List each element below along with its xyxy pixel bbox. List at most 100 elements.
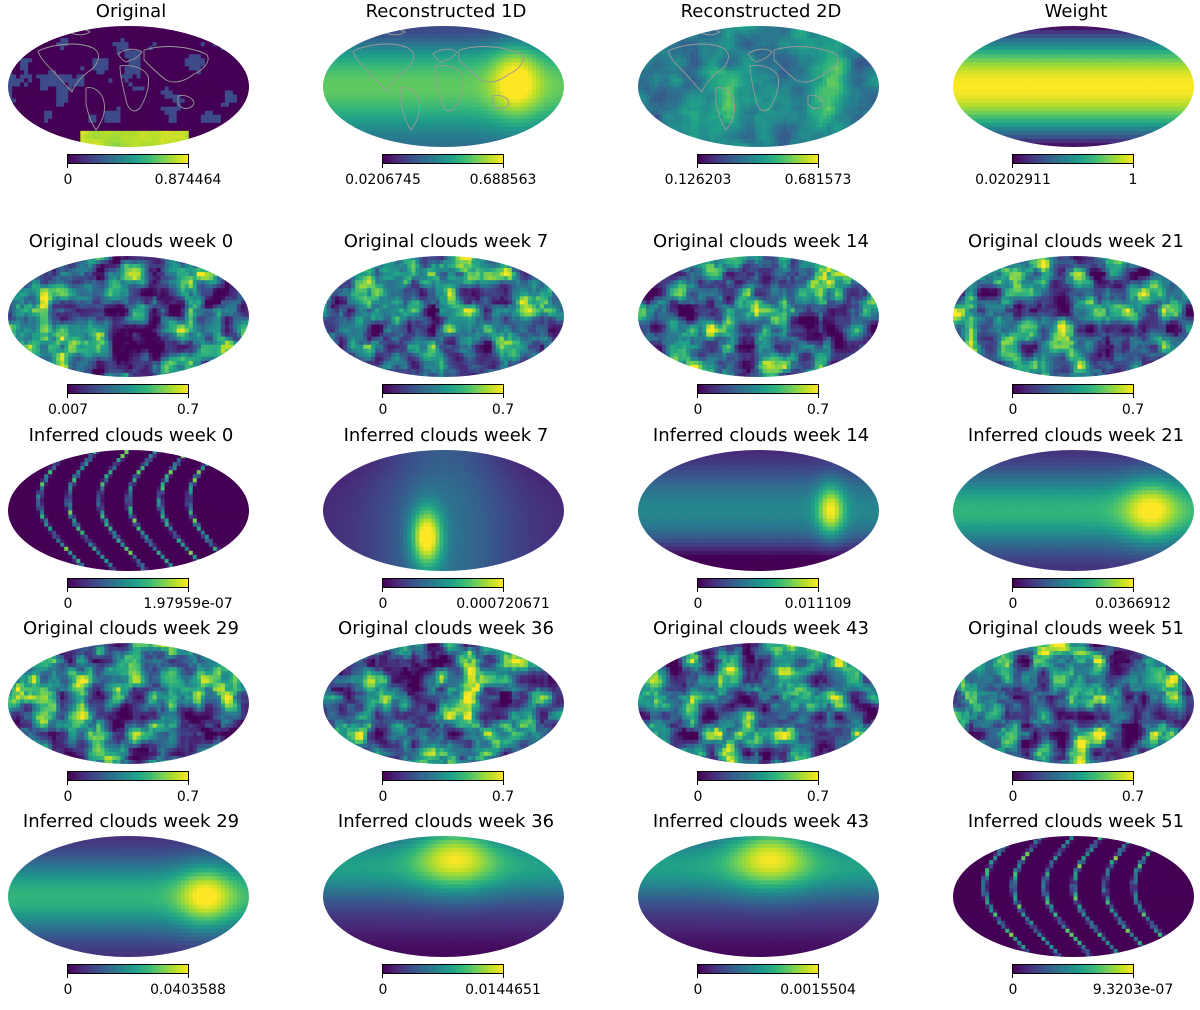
colorbar-tick [697, 164, 698, 168]
map-cells [638, 26, 879, 147]
mollweide-map [953, 256, 1194, 377]
colorbar-tick [818, 164, 819, 168]
mollweide-map [8, 643, 249, 764]
panel-title: Weight [945, 0, 1200, 24]
colorbar-tick [697, 588, 698, 592]
colorbar-tick [188, 781, 189, 785]
panel-title: Inferred clouds week 0 [0, 424, 262, 448]
colorbar-min-label: 0 [379, 401, 388, 419]
colorbar-max-label: 0.011109 [785, 595, 852, 613]
panel-title: Inferred clouds week 21 [945, 424, 1200, 448]
mollweide-map [323, 643, 564, 764]
colorbar-max-label: 0.681573 [785, 171, 852, 189]
colorbar [1012, 964, 1134, 974]
mollweide-map [323, 26, 564, 147]
colorbar-tick [382, 588, 383, 592]
map-cells [8, 26, 249, 147]
colorbar [382, 154, 504, 164]
colorbar-tick [697, 781, 698, 785]
colorbar [697, 771, 819, 781]
colorbar-max-label: 0.7 [177, 401, 199, 419]
panel-title: Original clouds week 21 [945, 230, 1200, 254]
panel-title: Original clouds week 36 [315, 617, 577, 641]
mollweide-map [323, 256, 564, 377]
panel-title: Original clouds week 43 [630, 617, 892, 641]
map-cells [8, 256, 249, 377]
colorbar-min-label: 0 [1009, 788, 1018, 806]
colorbar-min-label: 0 [1009, 401, 1018, 419]
panel-title: Inferred clouds week 36 [315, 810, 577, 834]
map-cells [953, 643, 1194, 764]
colorbar-tick [818, 781, 819, 785]
map-panel: Original clouds week 0 0.007 0.7 [0, 230, 300, 430]
colorbar-tick [697, 974, 698, 978]
mollweide-map [953, 643, 1194, 764]
colorbar-max-label: 0.0144651 [465, 981, 541, 999]
mollweide-map [323, 450, 564, 571]
panel-title: Original clouds week 14 [630, 230, 892, 254]
colorbar-min-label: 0.0202911 [975, 171, 1051, 189]
panel-title: Inferred clouds week 14 [630, 424, 892, 448]
colorbar-max-label: 0.7 [177, 788, 199, 806]
colorbar-max-label: 1 [1129, 171, 1138, 189]
colorbar-max-label: 0.7 [1122, 788, 1144, 806]
colorbar-min-label: 0 [64, 788, 73, 806]
panel-title: Original clouds week 0 [0, 230, 262, 254]
colorbar [697, 964, 819, 974]
colorbar-tick [503, 164, 504, 168]
colorbar-max-label: 1.97959e-07 [143, 595, 232, 613]
colorbar-min-label: 0.007 [48, 401, 88, 419]
colorbar-max-label: 0.7 [492, 788, 514, 806]
colorbar-max-label: 0.0403588 [150, 981, 226, 999]
colorbar [697, 578, 819, 588]
colorbar-tick [382, 781, 383, 785]
map-cells [323, 643, 564, 764]
colorbar-min-label: 0 [64, 981, 73, 999]
mollweide-map [638, 450, 879, 571]
colorbar-tick [382, 164, 383, 168]
mollweide-map [8, 450, 249, 571]
colorbar-tick [188, 164, 189, 168]
colorbar-tick [1012, 394, 1013, 398]
map-cells [8, 643, 249, 764]
mollweide-map [638, 643, 879, 764]
colorbar-min-label: 0 [379, 788, 388, 806]
map-cells [323, 26, 564, 147]
mollweide-map [638, 26, 879, 147]
map-cells [8, 450, 249, 571]
map-cells [953, 256, 1194, 377]
colorbar-max-label: 0.0366912 [1095, 595, 1171, 613]
colorbar-tick [1133, 394, 1134, 398]
colorbar-tick [188, 974, 189, 978]
panel-title: Inferred clouds week 51 [945, 810, 1200, 834]
map-cells [953, 836, 1194, 957]
colorbar-min-label: 0.0206745 [345, 171, 421, 189]
colorbar-tick [503, 394, 504, 398]
colorbar-min-label: 0.126203 [665, 171, 732, 189]
colorbar-tick [818, 394, 819, 398]
colorbar-min-label: 0 [64, 171, 73, 189]
colorbar [382, 771, 504, 781]
mollweide-map [953, 26, 1194, 147]
colorbar-tick [818, 974, 819, 978]
colorbar [382, 964, 504, 974]
panel-title: Inferred clouds week 43 [630, 810, 892, 834]
map-cells [323, 256, 564, 377]
colorbar-tick [67, 588, 68, 592]
panel-title: Original [0, 0, 262, 24]
colorbar-tick [503, 974, 504, 978]
panel-title: Inferred clouds week 29 [0, 810, 262, 834]
colorbar-tick [67, 394, 68, 398]
colorbar-tick [1012, 974, 1013, 978]
